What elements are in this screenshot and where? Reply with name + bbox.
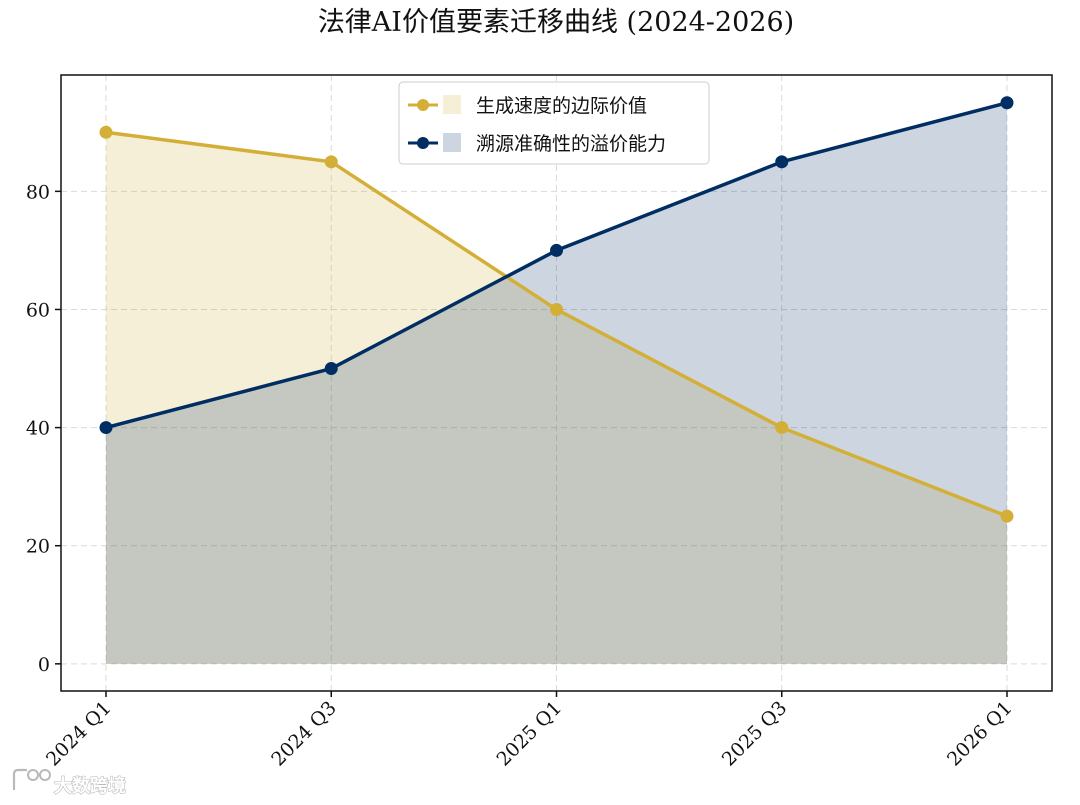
watermark-text: 大数跨境 bbox=[54, 775, 126, 797]
x-tick-label: 2025 Q3 bbox=[718, 697, 792, 771]
legend: 生成速度的边际价值 溯源准确性的溢价能力 bbox=[398, 81, 710, 165]
area-fills bbox=[106, 102, 1007, 664]
legend-dot-marker bbox=[417, 137, 429, 149]
data-point bbox=[550, 243, 563, 257]
legend-label: 生成速度的边际价值 bbox=[476, 95, 647, 117]
data-point bbox=[99, 421, 113, 435]
data-points bbox=[99, 96, 1014, 523]
data-point bbox=[324, 362, 338, 376]
data-point bbox=[775, 155, 789, 169]
data-point bbox=[1000, 509, 1014, 523]
legend-label: 溯源准确性的溢价能力 bbox=[476, 133, 666, 155]
x-tick-label: 2024 Q1 bbox=[42, 697, 116, 771]
series-area-fill bbox=[106, 102, 1007, 664]
data-point bbox=[1000, 96, 1014, 110]
x-tick-label: 2025 Q1 bbox=[492, 697, 566, 771]
watermark-logo-icon bbox=[12, 768, 51, 790]
legend-dot-marker bbox=[417, 99, 429, 111]
legend-item-traceability-premium: 溯源准确性的溢价能力 bbox=[408, 133, 666, 155]
x-tick-label: 2026 Q1 bbox=[943, 697, 1017, 771]
data-point bbox=[775, 421, 789, 435]
legend-fill-swatch bbox=[443, 133, 461, 152]
y-tick-label: 20 bbox=[26, 536, 50, 558]
grid-lines bbox=[61, 75, 1052, 691]
series-area-fill bbox=[106, 132, 1007, 664]
y-tick-label: 0 bbox=[38, 654, 50, 676]
y-tick-label: 60 bbox=[26, 299, 50, 321]
y-tick-label: 40 bbox=[26, 418, 50, 440]
y-tick-label: 80 bbox=[26, 181, 50, 203]
legend-fill-swatch bbox=[443, 95, 461, 114]
chart-title: 法律AI价值要素迁移曲线 (2024-2026) bbox=[318, 7, 794, 38]
legend-item-generation-speed: 生成速度的边际价值 bbox=[408, 95, 647, 117]
legend-box bbox=[398, 81, 710, 165]
data-point bbox=[550, 302, 563, 316]
x-tick-label: 2024 Q3 bbox=[267, 697, 341, 771]
data-point bbox=[324, 155, 338, 169]
data-point bbox=[99, 125, 113, 139]
watermark: 大数跨境 bbox=[12, 768, 127, 798]
